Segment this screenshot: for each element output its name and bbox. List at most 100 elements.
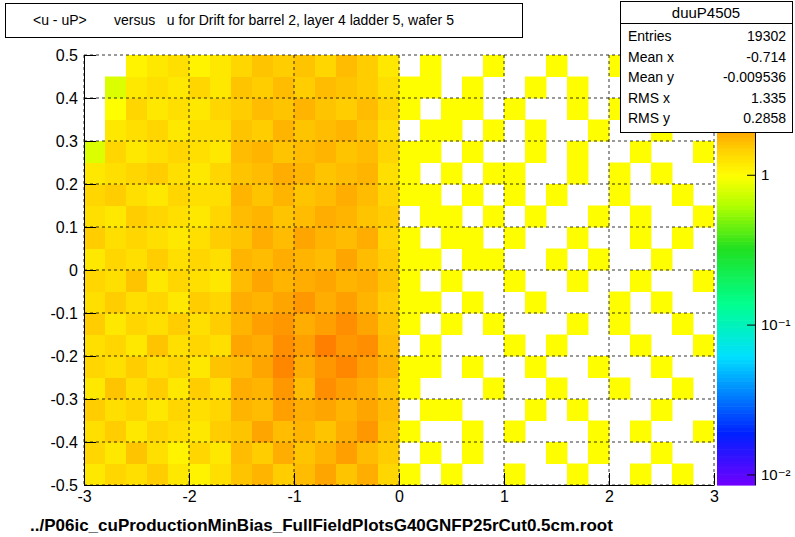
cell bbox=[315, 120, 337, 142]
grid-line bbox=[84, 55, 714, 56]
cell bbox=[651, 292, 673, 314]
cell bbox=[252, 356, 274, 378]
color-bar-segment bbox=[717, 392, 755, 396]
cell bbox=[315, 270, 337, 292]
cell bbox=[630, 292, 652, 314]
cell bbox=[609, 421, 631, 443]
cell bbox=[252, 313, 274, 335]
cell bbox=[357, 163, 379, 185]
cell bbox=[525, 227, 547, 249]
tick-label: -0.4 bbox=[50, 434, 78, 451]
cell bbox=[168, 55, 190, 77]
cell bbox=[210, 77, 232, 99]
cell bbox=[441, 98, 463, 120]
cell bbox=[420, 399, 442, 421]
cell bbox=[189, 378, 211, 400]
cell bbox=[672, 227, 694, 249]
cell bbox=[693, 356, 714, 378]
cell bbox=[588, 356, 610, 378]
cell bbox=[483, 442, 505, 464]
cell bbox=[546, 98, 568, 120]
tick-mark bbox=[294, 473, 295, 485]
cell bbox=[210, 399, 232, 421]
cell bbox=[378, 399, 400, 421]
cell bbox=[609, 399, 631, 421]
color-bar-segment bbox=[717, 413, 755, 417]
cell bbox=[294, 55, 316, 77]
cell bbox=[567, 249, 589, 271]
color-bar-segment bbox=[717, 259, 755, 263]
cell bbox=[609, 249, 631, 271]
cell bbox=[609, 227, 631, 249]
cell bbox=[693, 141, 714, 163]
cell bbox=[189, 206, 211, 228]
cell bbox=[504, 206, 526, 228]
cell bbox=[651, 141, 673, 163]
tick-mark bbox=[84, 270, 96, 271]
cell bbox=[462, 335, 484, 357]
cell bbox=[147, 227, 169, 249]
cell bbox=[525, 141, 547, 163]
stats-label: RMS y bbox=[628, 110, 670, 126]
cell bbox=[147, 163, 169, 185]
cell bbox=[420, 378, 442, 400]
cell bbox=[525, 206, 547, 228]
cell bbox=[651, 421, 673, 443]
tick-mark bbox=[84, 313, 96, 314]
cell bbox=[168, 399, 190, 421]
cell bbox=[168, 378, 190, 400]
cell bbox=[231, 421, 253, 443]
cell bbox=[462, 206, 484, 228]
cell bbox=[567, 206, 589, 228]
cell bbox=[378, 206, 400, 228]
tick-label: 0.2 bbox=[56, 176, 78, 193]
cell bbox=[378, 184, 400, 206]
cell bbox=[672, 442, 694, 464]
cell bbox=[168, 184, 190, 206]
cell bbox=[567, 184, 589, 206]
cell bbox=[210, 313, 232, 335]
cell bbox=[315, 98, 337, 120]
cell bbox=[462, 163, 484, 185]
color-bar-segment bbox=[717, 478, 755, 482]
cell bbox=[336, 378, 358, 400]
stats-value: 0.2858 bbox=[743, 110, 786, 126]
cell bbox=[525, 399, 547, 421]
cell bbox=[147, 335, 169, 357]
cell bbox=[609, 313, 631, 335]
cell bbox=[210, 292, 232, 314]
cell bbox=[357, 399, 379, 421]
cell bbox=[105, 206, 127, 228]
cell bbox=[294, 464, 316, 486]
cell bbox=[357, 442, 379, 464]
cell bbox=[567, 120, 589, 142]
cell bbox=[105, 335, 127, 357]
cell bbox=[294, 206, 316, 228]
cell bbox=[189, 313, 211, 335]
cell bbox=[504, 442, 526, 464]
cell bbox=[630, 270, 652, 292]
color-bar-segment bbox=[717, 216, 755, 220]
cell bbox=[357, 356, 379, 378]
tick: -0.1 bbox=[50, 305, 96, 322]
cell bbox=[231, 55, 253, 77]
cell bbox=[462, 98, 484, 120]
cell bbox=[189, 120, 211, 142]
cell bbox=[231, 442, 253, 464]
cell bbox=[273, 206, 295, 228]
cell bbox=[651, 184, 673, 206]
color-bar-segment bbox=[717, 374, 755, 378]
cell bbox=[357, 464, 379, 486]
cell bbox=[168, 163, 190, 185]
cell bbox=[441, 335, 463, 357]
cell bbox=[546, 184, 568, 206]
cell bbox=[189, 98, 211, 120]
color-bar-segment bbox=[717, 166, 755, 170]
cell bbox=[273, 227, 295, 249]
cell bbox=[420, 442, 442, 464]
cell bbox=[189, 55, 211, 77]
cell bbox=[483, 313, 505, 335]
cell bbox=[567, 163, 589, 185]
cell bbox=[567, 399, 589, 421]
cell bbox=[651, 464, 673, 486]
